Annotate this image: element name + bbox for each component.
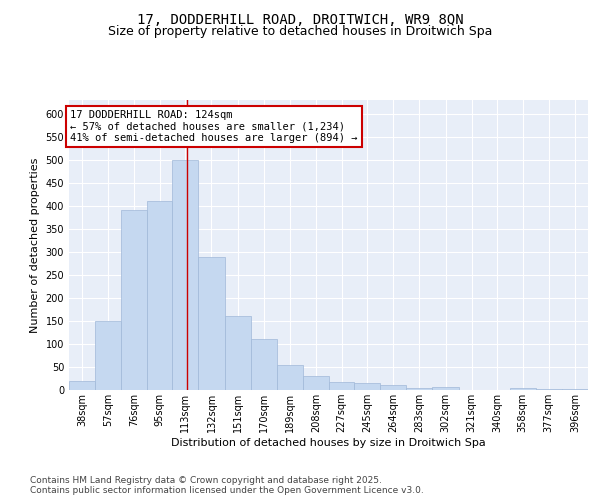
Text: Contains HM Land Registry data © Crown copyright and database right 2025.
Contai: Contains HM Land Registry data © Crown c… xyxy=(30,476,424,495)
Bar xyxy=(354,383,380,390)
Bar xyxy=(148,202,172,390)
Bar xyxy=(329,382,354,390)
Bar xyxy=(536,388,562,390)
Text: 17, DODDERHILL ROAD, DROITWICH, WR9 8QN: 17, DODDERHILL ROAD, DROITWICH, WR9 8QN xyxy=(137,12,463,26)
Text: Size of property relative to detached houses in Droitwich Spa: Size of property relative to detached ho… xyxy=(108,25,492,38)
Bar xyxy=(172,160,199,390)
Bar xyxy=(303,376,329,390)
Bar xyxy=(251,340,277,390)
Bar xyxy=(509,388,536,390)
X-axis label: Distribution of detached houses by size in Droitwich Spa: Distribution of detached houses by size … xyxy=(171,438,486,448)
Y-axis label: Number of detached properties: Number of detached properties xyxy=(30,158,40,332)
Bar xyxy=(199,256,224,390)
Bar xyxy=(406,388,433,390)
Bar xyxy=(562,389,588,390)
Bar xyxy=(433,387,458,390)
Bar xyxy=(224,316,251,390)
Bar xyxy=(95,321,121,390)
Bar xyxy=(380,386,406,390)
Bar xyxy=(121,210,148,390)
Text: 17 DODDERHILL ROAD: 124sqm
← 57% of detached houses are smaller (1,234)
41% of s: 17 DODDERHILL ROAD: 124sqm ← 57% of deta… xyxy=(70,110,358,144)
Bar xyxy=(277,364,303,390)
Bar xyxy=(69,381,95,390)
